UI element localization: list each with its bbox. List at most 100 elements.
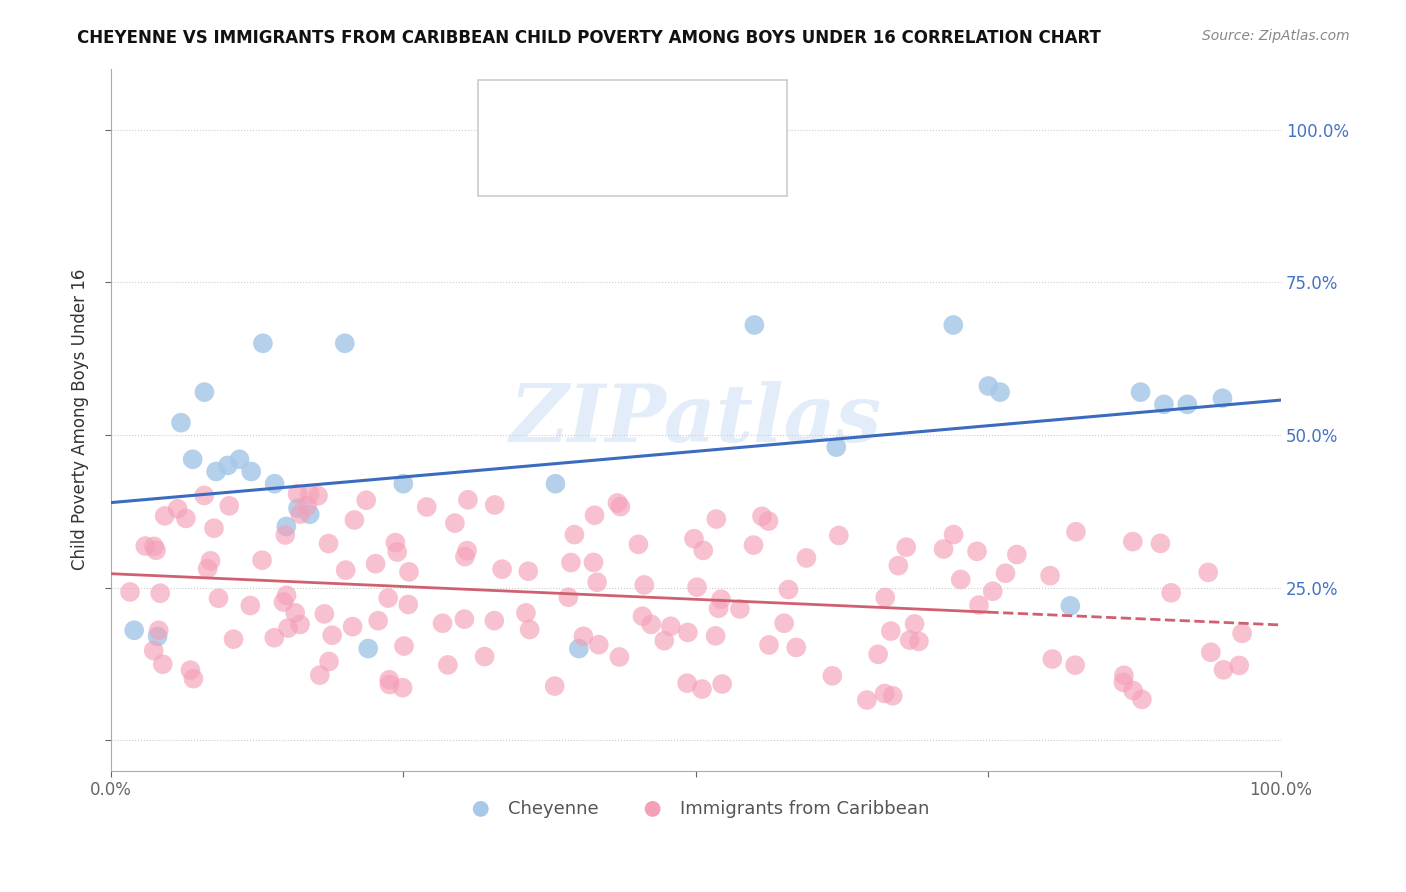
- Point: [1227, 658, 1250, 673]
- Point: [544, 679, 567, 693]
- Point: [1112, 675, 1135, 690]
- Point: [1122, 534, 1144, 549]
- Point: [676, 625, 699, 640]
- Point: [287, 487, 309, 501]
- Point: [1149, 536, 1171, 550]
- Point: [778, 582, 800, 597]
- Point: [1212, 663, 1234, 677]
- Point: [378, 673, 401, 687]
- Point: [1064, 524, 1087, 539]
- Point: [367, 614, 389, 628]
- Point: [474, 649, 496, 664]
- Point: [392, 639, 415, 653]
- Point: [903, 616, 925, 631]
- Point: [690, 681, 713, 696]
- Y-axis label: Child Poverty Among Boys Under 16: Child Poverty Among Boys Under 16: [72, 268, 89, 570]
- Point: [453, 612, 475, 626]
- Point: [1064, 658, 1087, 673]
- Point: [174, 511, 197, 525]
- Point: [519, 623, 541, 637]
- Point: [263, 476, 285, 491]
- Text: N =: N =: [658, 102, 697, 120]
- Point: [342, 619, 364, 633]
- Point: [825, 440, 848, 454]
- Point: [1039, 568, 1062, 582]
- Point: [949, 573, 972, 587]
- Point: [1175, 397, 1198, 411]
- Point: [773, 616, 796, 631]
- Legend: Cheyenne, Immigrants from Caribbean: Cheyenne, Immigrants from Caribbean: [456, 792, 936, 825]
- Point: [207, 591, 229, 606]
- Point: [1059, 599, 1081, 613]
- Point: [276, 588, 298, 602]
- Point: [744, 318, 766, 332]
- Point: [218, 499, 240, 513]
- Point: [288, 617, 311, 632]
- Point: [515, 606, 537, 620]
- Point: [277, 621, 299, 635]
- Point: [321, 628, 343, 642]
- Point: [609, 500, 631, 514]
- Point: [197, 562, 219, 576]
- Point: [357, 641, 380, 656]
- Point: [517, 564, 540, 578]
- Point: [896, 540, 918, 554]
- Point: [821, 669, 844, 683]
- Point: [659, 619, 682, 633]
- Point: [333, 336, 356, 351]
- Point: [942, 318, 965, 332]
- Point: [692, 543, 714, 558]
- Point: [988, 385, 1011, 400]
- Point: [392, 476, 415, 491]
- Point: [193, 488, 215, 502]
- Point: [391, 681, 413, 695]
- Point: [146, 629, 169, 643]
- Point: [314, 607, 336, 621]
- Point: [308, 668, 330, 682]
- Point: [882, 689, 904, 703]
- Point: [710, 592, 733, 607]
- Point: [572, 629, 595, 643]
- Text: 0.202: 0.202: [581, 102, 637, 120]
- Point: [875, 591, 897, 605]
- Point: [142, 643, 165, 657]
- Point: [568, 641, 591, 656]
- Point: [354, 493, 377, 508]
- Point: [437, 657, 460, 672]
- Point: [484, 498, 506, 512]
- Point: [240, 465, 263, 479]
- Point: [676, 676, 699, 690]
- Point: [152, 657, 174, 672]
- Point: [484, 614, 506, 628]
- Point: [364, 557, 387, 571]
- Point: [977, 379, 1000, 393]
- Point: [491, 562, 513, 576]
- Point: [1197, 566, 1219, 580]
- FancyBboxPatch shape: [488, 92, 524, 129]
- Point: [252, 336, 274, 351]
- Point: [179, 663, 201, 677]
- Point: [276, 519, 298, 533]
- Point: [298, 508, 321, 522]
- Point: [166, 501, 188, 516]
- Point: [217, 458, 239, 473]
- Point: [1230, 626, 1253, 640]
- Point: [686, 580, 709, 594]
- Point: [967, 598, 990, 612]
- Point: [994, 566, 1017, 581]
- Point: [583, 508, 606, 523]
- Point: [796, 551, 818, 566]
- Point: [683, 532, 706, 546]
- Point: [704, 512, 727, 526]
- Point: [222, 632, 245, 647]
- Point: [181, 452, 204, 467]
- Point: [122, 624, 145, 638]
- Text: -0.113: -0.113: [581, 157, 644, 175]
- Point: [742, 538, 765, 552]
- Point: [758, 514, 780, 528]
- Point: [343, 513, 366, 527]
- Point: [118, 585, 141, 599]
- Text: N =: N =: [658, 157, 697, 175]
- Point: [1112, 668, 1135, 682]
- Point: [432, 616, 454, 631]
